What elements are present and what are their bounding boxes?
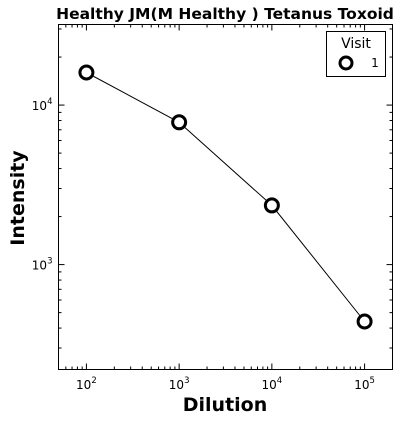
data-point [171, 114, 188, 131]
legend-title: Visit [341, 36, 371, 52]
data-point [263, 197, 280, 214]
legend: Visit 1 [326, 31, 386, 77]
x-tick-labels: 102 103 104 105 [76, 376, 375, 392]
y-tick-labels: 103 104 [32, 97, 53, 273]
x-tick-label: 103 [169, 376, 190, 392]
x-axis-label: Dilution [183, 394, 268, 416]
y-tick-label: 103 [32, 257, 53, 273]
data-point [78, 64, 95, 81]
x-tick-label: 104 [262, 376, 283, 392]
plot-area-frame [58, 24, 393, 370]
series-layer [78, 64, 373, 330]
x-tick-label: 102 [76, 376, 97, 392]
legend-box [326, 31, 386, 77]
x-tick-label: 105 [354, 376, 375, 392]
series-line [86, 72, 365, 322]
y-tick-label: 104 [32, 97, 53, 113]
major-ticks [58, 24, 393, 370]
legend-marker [338, 55, 354, 71]
minor-ticks [58, 24, 393, 370]
y-axis-label: Intensity [7, 150, 29, 246]
chart-title: Healthy JM(M Healthy ) Tetanus Toxoid [56, 5, 394, 23]
legend-item-label: 1 [371, 56, 379, 70]
data-point [356, 313, 373, 330]
